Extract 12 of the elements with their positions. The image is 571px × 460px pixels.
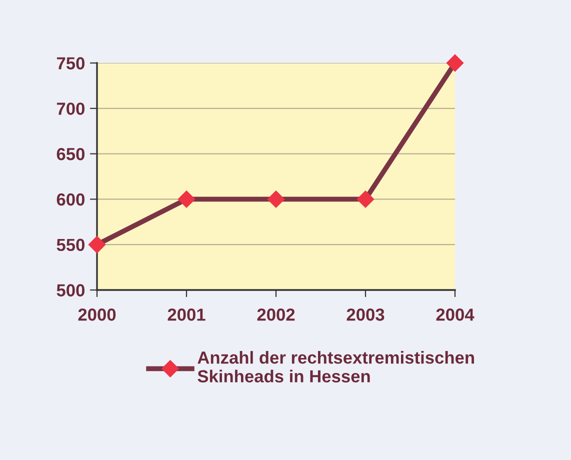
y-tick-label: 500 bbox=[56, 284, 84, 296]
y-tick-label: 700 bbox=[56, 102, 84, 115]
y-tick-label: 600 bbox=[56, 193, 84, 206]
legend-label: Anzahl der rechtsextremistischen Skinheads in Hessen bbox=[198, 351, 474, 382]
x-tick-label: 2002 bbox=[257, 308, 295, 321]
y-tick-label: 750 bbox=[56, 57, 84, 70]
x-tick-label: 2004 bbox=[436, 308, 474, 321]
x-tick-label: 2003 bbox=[346, 308, 384, 321]
x-tick-label: 2001 bbox=[168, 308, 206, 321]
y-tick-label: 550 bbox=[56, 238, 84, 252]
x-tick-label: 2000 bbox=[78, 308, 116, 321]
y-tick-label: 650 bbox=[56, 148, 84, 160]
